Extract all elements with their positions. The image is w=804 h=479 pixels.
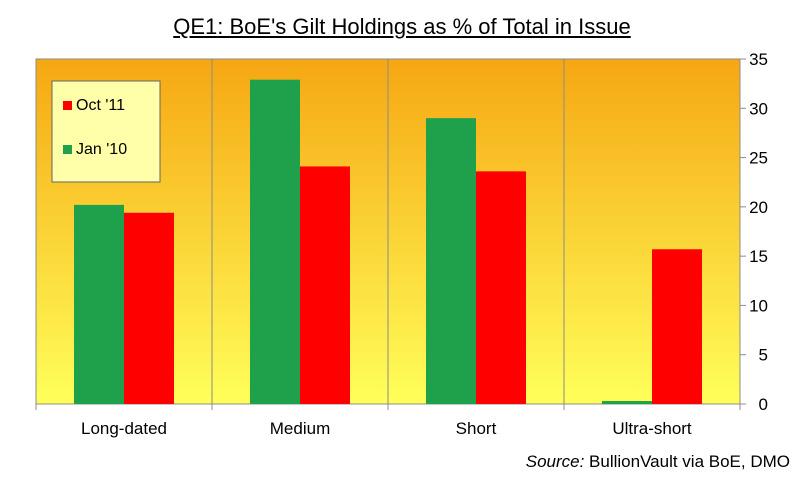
source-text: BullionVault via BoE, DMO bbox=[584, 452, 790, 471]
x-tick-label: Short bbox=[456, 419, 497, 438]
legend-box bbox=[51, 80, 161, 183]
chart-title: QE1: BoE's Gilt Holdings as % of Total i… bbox=[173, 14, 631, 39]
y-tick-label: 30 bbox=[749, 99, 768, 118]
bar bbox=[476, 171, 526, 404]
bar bbox=[300, 166, 350, 404]
legend-label: Jan '10 bbox=[76, 141, 127, 158]
bar bbox=[602, 401, 652, 404]
legend-label: Oct '11 bbox=[76, 97, 125, 114]
y-tick-label: 10 bbox=[749, 296, 768, 315]
x-tick-label: Ultra-short bbox=[612, 419, 692, 438]
legend-swatch bbox=[63, 101, 72, 110]
y-tick-label: 15 bbox=[749, 247, 768, 266]
bar bbox=[652, 249, 702, 404]
y-tick-label: 0 bbox=[759, 395, 768, 414]
bar bbox=[426, 118, 476, 405]
bar bbox=[250, 79, 300, 404]
x-tick-label: Long-dated bbox=[81, 419, 167, 438]
y-tick-label: 35 bbox=[749, 50, 768, 69]
x-tick-label: Medium bbox=[270, 419, 330, 438]
bar bbox=[74, 204, 124, 404]
y-tick-label: 25 bbox=[749, 149, 768, 168]
y-tick-label: 20 bbox=[749, 198, 768, 217]
bar bbox=[124, 212, 174, 404]
y-tick-label: 5 bbox=[759, 346, 768, 365]
legend-swatch bbox=[63, 145, 72, 154]
source-label: Source: bbox=[525, 452, 585, 471]
source-note: Source: BullionVault via BoE, DMO bbox=[526, 452, 790, 472]
